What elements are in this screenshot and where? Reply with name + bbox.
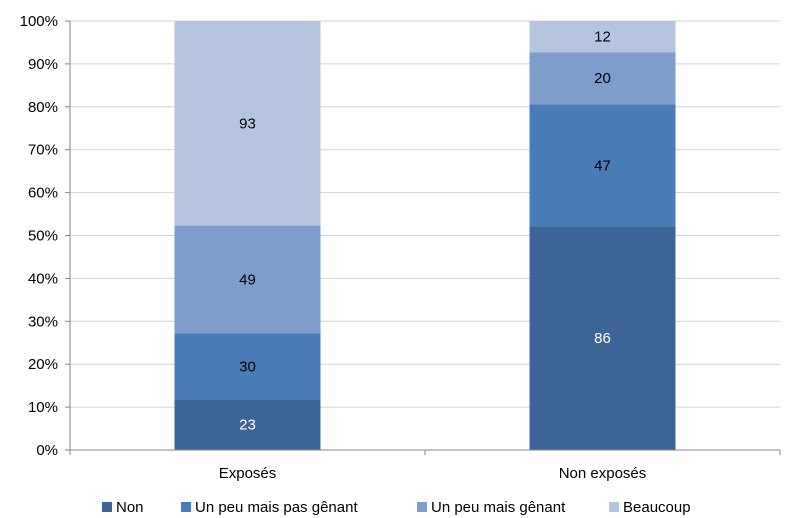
- legend-label: Un peu mais pas gênant: [195, 499, 358, 516]
- y-axis: 0% 10% 20% 30% 40% 50% 60% 70% 80% 90% 100%: [20, 13, 70, 459]
- data-label: 93: [239, 115, 256, 132]
- data-label: 47: [594, 157, 611, 174]
- legend-swatch: [181, 502, 191, 512]
- x-axis: Exposés Non exposés: [70, 450, 780, 482]
- data-label: 23: [239, 417, 256, 434]
- legend-swatch: [609, 502, 619, 512]
- legend-swatch: [417, 502, 427, 512]
- legend-label: Un peu mais gênant: [431, 499, 566, 516]
- data-label: 86: [594, 330, 611, 347]
- y-tick-label: 80%: [28, 99, 58, 116]
- data-label: 30: [239, 358, 256, 375]
- data-label: 49: [239, 272, 256, 289]
- data-label: 12: [594, 29, 611, 46]
- y-tick-label: 90%: [28, 56, 58, 73]
- x-category-label: Non exposés: [559, 465, 647, 482]
- y-tick-label: 40%: [28, 270, 58, 287]
- x-category-label: Exposés: [219, 465, 277, 482]
- legend-label: Non: [116, 499, 144, 516]
- y-tick-label: 20%: [28, 356, 58, 373]
- legend-swatch: [102, 502, 112, 512]
- y-tick-label: 70%: [28, 142, 58, 159]
- legend-label: Beaucoup: [623, 499, 691, 516]
- y-tick-label: 60%: [28, 185, 58, 202]
- y-tick-label: 100%: [20, 13, 58, 30]
- y-tick-label: 10%: [28, 399, 58, 416]
- y-tick-label: 30%: [28, 313, 58, 330]
- y-tick-label: 0%: [36, 442, 58, 459]
- legend: Non Un peu mais pas gênant Un peu mais gên…: [102, 499, 691, 516]
- data-label: 20: [594, 70, 611, 87]
- y-tick-label: 50%: [28, 228, 58, 245]
